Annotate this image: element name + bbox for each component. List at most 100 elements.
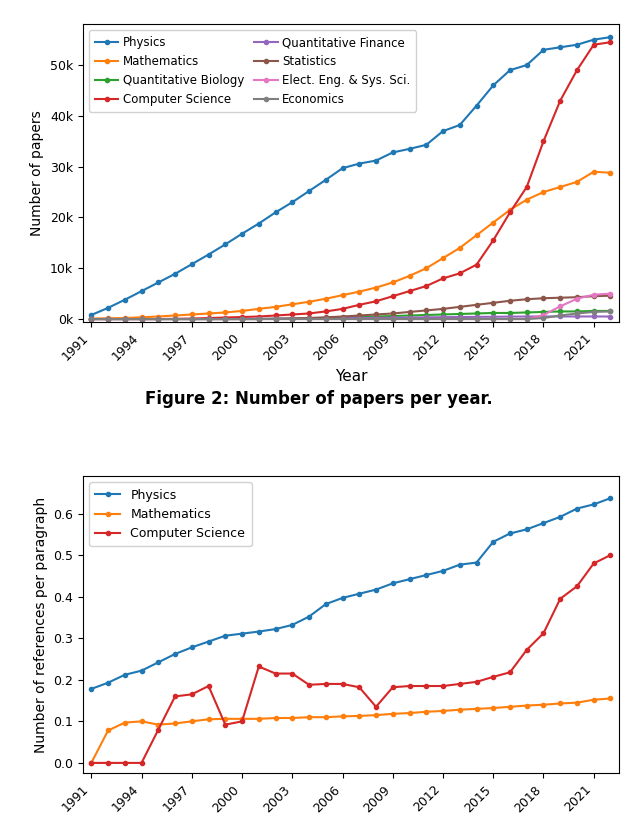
Mathematics [590,167,598,177]
Computer Science [87,758,95,768]
Computer Science [255,662,263,672]
Statistics [138,314,145,324]
Statistics [607,291,614,300]
Mathematics [104,313,112,323]
Physics [238,229,246,239]
Statistics [489,298,497,308]
Computer Science [590,40,598,50]
Statistics [506,295,514,305]
Elect. Eng. & Sys. Sci. [540,310,547,320]
Legend: Physics, Mathematics, Computer Science: Physics, Mathematics, Computer Science [89,483,251,546]
Elect. Eng. & Sys. Sci. [305,314,313,324]
Physics [288,620,296,630]
Mathematics [590,695,598,705]
Statistics [171,314,179,324]
Physics [556,42,564,52]
Computer Science [473,677,480,687]
Statistics [523,295,531,304]
Elect. Eng. & Sys. Sci. [238,314,246,324]
Physics [305,186,313,196]
Physics [121,295,129,304]
Computer Science [322,307,330,317]
Elect. Eng. & Sys. Sci. [439,314,447,324]
Mathematics [188,716,196,726]
Computer Science [439,681,447,691]
Statistics [389,309,397,318]
Mathematics [121,718,129,728]
Mathematics [607,694,614,703]
Physics [305,612,313,622]
Physics [205,637,212,646]
Economics [154,314,162,324]
Quantitative Finance [506,312,514,322]
Physics [138,666,145,676]
Statistics [456,302,464,312]
Computer Science [439,274,447,283]
Mathematics [238,714,246,724]
Statistics [322,313,330,322]
Mathematics [422,707,430,716]
Elect. Eng. & Sys. Sci. [188,314,196,324]
Computer Science [406,681,413,691]
Physics [87,310,95,320]
Quantitative Finance [205,314,212,324]
Physics [456,560,464,570]
Mathematics [406,708,413,718]
Quantitative Biology [355,312,363,322]
Quantitative Biology [305,313,313,323]
Quantitative Finance [104,314,112,324]
Computer Science [188,689,196,699]
Computer Science [506,667,514,677]
Mathematics [489,217,497,227]
Statistics [556,293,564,303]
Quantitative Finance [406,313,413,322]
Quantitative Biology [205,314,212,324]
Mathematics [573,177,581,186]
Physics [473,558,480,567]
Economics [87,314,95,324]
Quantitative Biology [188,314,196,324]
Economics [489,314,497,324]
Economics [339,314,346,324]
Quantitative Finance [355,313,363,323]
Quantitative Biology [171,314,179,324]
Physics [590,500,598,510]
Mathematics [87,313,95,323]
Mathematics [523,701,531,711]
Computer Science [540,628,547,638]
Quantitative Biology [372,312,380,322]
Computer Science [87,314,95,324]
Mathematics [355,287,363,296]
Physics [339,593,346,603]
Quantitative Biology [607,306,614,316]
Statistics [305,313,313,323]
Elect. Eng. & Sys. Sci. [473,314,480,324]
Physics [238,628,246,638]
Physics [439,126,447,136]
Mathematics [422,264,430,274]
Quantitative Biology [506,308,514,317]
Mathematics [489,703,497,713]
Computer Science [355,682,363,692]
Economics [272,314,279,324]
Economics [305,314,313,324]
Economics [255,314,263,324]
Computer Science [322,679,330,689]
Computer Science [121,314,129,324]
Quantitative Finance [473,312,480,322]
Computer Science [422,281,430,291]
Economics [205,314,212,324]
Line: Physics: Physics [89,35,612,317]
Physics [607,493,614,503]
Statistics [154,314,162,324]
Mathematics [473,230,480,240]
Computer Science [221,720,229,729]
Computer Science [339,679,346,689]
Quantitative Finance [255,314,263,324]
Mathematics [138,716,145,726]
Mathematics [406,271,413,281]
Physics [523,60,531,70]
Computer Science [523,645,531,654]
Economics [372,314,380,324]
Economics [590,307,598,317]
